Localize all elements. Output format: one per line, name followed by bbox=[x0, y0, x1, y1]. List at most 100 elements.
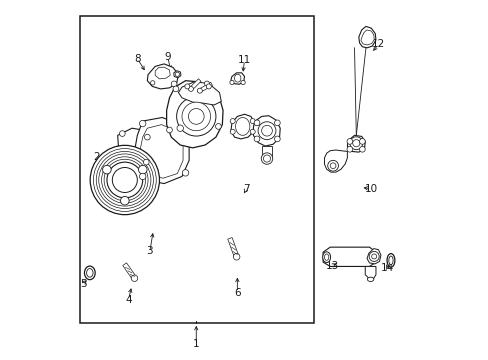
Circle shape bbox=[102, 157, 148, 203]
Polygon shape bbox=[324, 150, 346, 172]
Circle shape bbox=[261, 125, 272, 136]
Circle shape bbox=[96, 152, 153, 208]
Circle shape bbox=[371, 254, 376, 259]
Polygon shape bbox=[253, 116, 280, 146]
Circle shape bbox=[143, 159, 149, 165]
Polygon shape bbox=[360, 30, 373, 45]
Circle shape bbox=[177, 125, 183, 131]
Polygon shape bbox=[189, 79, 201, 90]
Circle shape bbox=[250, 118, 255, 123]
Ellipse shape bbox=[234, 74, 241, 82]
Circle shape bbox=[233, 253, 240, 260]
Polygon shape bbox=[323, 247, 375, 266]
Circle shape bbox=[197, 88, 202, 93]
Circle shape bbox=[250, 129, 255, 134]
Circle shape bbox=[229, 80, 234, 85]
Circle shape bbox=[171, 81, 177, 87]
Circle shape bbox=[104, 159, 145, 201]
Circle shape bbox=[139, 120, 145, 127]
Polygon shape bbox=[122, 263, 136, 280]
Text: 5: 5 bbox=[80, 279, 86, 289]
Text: 14: 14 bbox=[380, 262, 393, 273]
Polygon shape bbox=[366, 249, 380, 264]
Text: 1: 1 bbox=[193, 339, 199, 349]
Text: 3: 3 bbox=[146, 247, 153, 256]
Text: 11: 11 bbox=[237, 55, 251, 65]
Circle shape bbox=[261, 153, 272, 164]
Circle shape bbox=[139, 173, 145, 180]
Circle shape bbox=[263, 155, 270, 162]
Circle shape bbox=[138, 165, 147, 174]
Ellipse shape bbox=[322, 252, 330, 262]
Polygon shape bbox=[227, 238, 238, 258]
Circle shape bbox=[119, 131, 125, 136]
Polygon shape bbox=[147, 64, 178, 89]
Polygon shape bbox=[199, 82, 212, 92]
Circle shape bbox=[131, 275, 138, 282]
Circle shape bbox=[99, 154, 151, 206]
Circle shape bbox=[346, 147, 352, 152]
Polygon shape bbox=[118, 128, 149, 166]
Polygon shape bbox=[358, 26, 375, 48]
Circle shape bbox=[112, 167, 137, 193]
Circle shape bbox=[121, 197, 129, 205]
Circle shape bbox=[93, 149, 156, 211]
Polygon shape bbox=[155, 67, 170, 79]
Circle shape bbox=[107, 162, 142, 198]
Circle shape bbox=[230, 129, 235, 134]
Polygon shape bbox=[230, 114, 254, 139]
Text: 4: 4 bbox=[125, 295, 131, 305]
Polygon shape bbox=[140, 125, 183, 178]
Polygon shape bbox=[173, 71, 181, 78]
Circle shape bbox=[90, 145, 159, 215]
Text: 8: 8 bbox=[134, 54, 141, 64]
Circle shape bbox=[182, 170, 188, 176]
Ellipse shape bbox=[386, 253, 394, 267]
Circle shape bbox=[254, 120, 259, 126]
Text: 7: 7 bbox=[243, 184, 249, 194]
Polygon shape bbox=[365, 266, 375, 278]
Circle shape bbox=[254, 136, 259, 142]
Circle shape bbox=[204, 81, 209, 86]
Circle shape bbox=[346, 139, 352, 144]
Circle shape bbox=[102, 165, 111, 174]
Text: 9: 9 bbox=[164, 52, 171, 62]
Circle shape bbox=[188, 109, 203, 124]
Ellipse shape bbox=[86, 269, 93, 277]
Polygon shape bbox=[230, 73, 244, 84]
Ellipse shape bbox=[324, 254, 328, 260]
Circle shape bbox=[368, 251, 378, 261]
Bar bbox=[80, 16, 313, 323]
Circle shape bbox=[352, 140, 359, 147]
Text: 2: 2 bbox=[93, 152, 100, 162]
Ellipse shape bbox=[84, 266, 95, 280]
Circle shape bbox=[241, 80, 244, 85]
Polygon shape bbox=[346, 135, 365, 152]
Circle shape bbox=[359, 139, 365, 144]
Ellipse shape bbox=[235, 117, 249, 135]
Circle shape bbox=[144, 134, 150, 140]
Circle shape bbox=[258, 122, 275, 140]
Polygon shape bbox=[134, 117, 189, 184]
Circle shape bbox=[359, 147, 365, 152]
Circle shape bbox=[230, 118, 235, 123]
Circle shape bbox=[175, 72, 179, 76]
Text: 10: 10 bbox=[364, 184, 377, 194]
Circle shape bbox=[150, 81, 155, 85]
Circle shape bbox=[176, 97, 216, 136]
Circle shape bbox=[188, 86, 193, 91]
Circle shape bbox=[327, 160, 338, 171]
Circle shape bbox=[274, 120, 280, 126]
Circle shape bbox=[166, 127, 172, 133]
Circle shape bbox=[215, 123, 221, 129]
Ellipse shape bbox=[388, 256, 392, 265]
Circle shape bbox=[274, 136, 280, 142]
Polygon shape bbox=[166, 81, 223, 148]
Circle shape bbox=[349, 137, 362, 150]
Text: 6: 6 bbox=[234, 288, 240, 297]
Circle shape bbox=[182, 102, 210, 131]
Circle shape bbox=[184, 84, 189, 89]
Ellipse shape bbox=[366, 277, 373, 282]
Circle shape bbox=[206, 84, 211, 89]
Polygon shape bbox=[261, 146, 272, 157]
